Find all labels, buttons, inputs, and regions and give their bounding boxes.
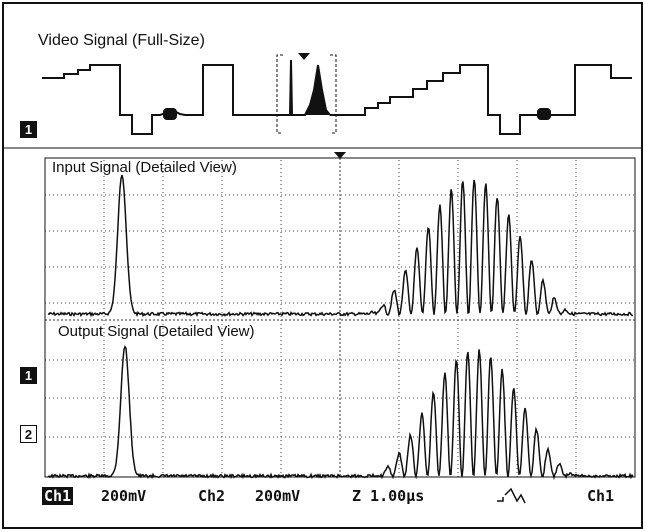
trigger-marker-detail — [334, 152, 346, 159]
burst-blob-1 — [163, 108, 177, 120]
graticule — [45, 160, 635, 477]
ch2-marker[interactable]: 2 — [20, 425, 37, 443]
full-size-trace — [42, 64, 632, 135]
timebase: Z 1.00µs — [352, 487, 425, 505]
detail-border — [44, 157, 636, 478]
zoom-bracket — [276, 54, 337, 134]
trigger-source: Ch1 — [587, 487, 615, 505]
full-size-label: Video Signal (Full-Size) — [38, 32, 205, 49]
output-signal-trace — [47, 344, 634, 481]
burst-blob-2 — [537, 108, 551, 120]
ch2-indicator: Ch2 — [198, 487, 226, 505]
ch1-scale: 200mV — [101, 487, 147, 505]
trigger-marker-top — [298, 53, 310, 60]
ch1-marker-bottom[interactable]: 1 — [20, 367, 37, 384]
input-signal-trace — [47, 174, 634, 318]
zoom-window-pulse — [282, 59, 331, 116]
ch1-indicator: Ch1 — [42, 487, 74, 505]
ch1-marker-top[interactable]: 1 — [20, 121, 37, 138]
trigger-edge-icon — [497, 487, 526, 504]
ch2-scale: 200mV — [255, 487, 301, 505]
input-signal-label: Input Signal (Detailed View) — [52, 159, 237, 176]
output-signal-label: Output Signal (Detailed View) — [58, 323, 255, 340]
